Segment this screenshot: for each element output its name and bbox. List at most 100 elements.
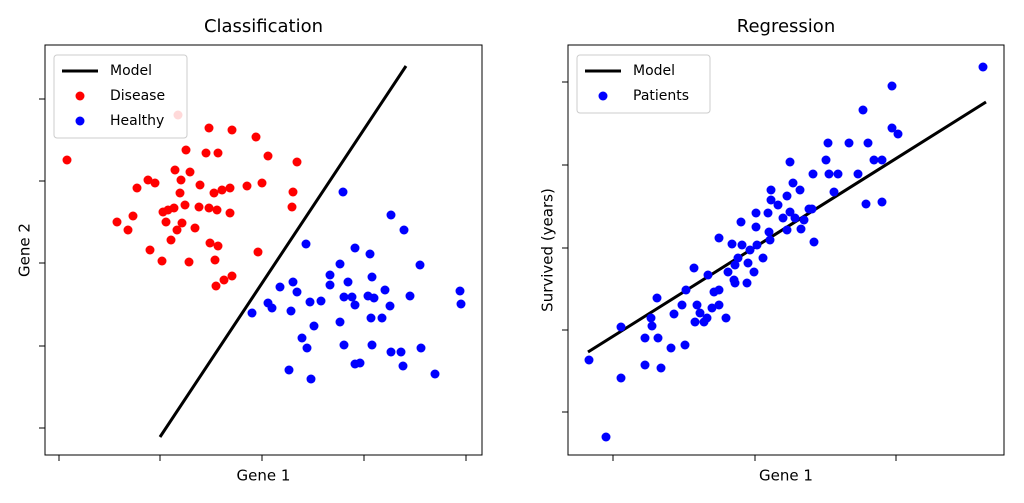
point	[292, 157, 302, 167]
point	[646, 313, 656, 323]
legend-marker	[598, 91, 608, 101]
point	[150, 178, 160, 188]
point	[699, 317, 709, 327]
legend-label: Model	[633, 63, 675, 79]
point	[209, 188, 219, 198]
x-axis-label: Gene 1	[237, 467, 291, 485]
point	[853, 169, 863, 179]
point	[877, 155, 887, 165]
point	[751, 208, 761, 218]
point	[978, 62, 988, 72]
point	[166, 235, 176, 245]
point	[730, 260, 740, 270]
point	[681, 285, 691, 295]
legend-label: Model	[110, 63, 152, 79]
point	[833, 169, 843, 179]
point	[287, 202, 297, 212]
point	[194, 202, 204, 212]
axes-frame	[44, 44, 483, 456]
point	[212, 205, 222, 215]
point	[181, 145, 191, 155]
point	[809, 237, 819, 247]
point	[367, 340, 377, 350]
point	[656, 363, 666, 373]
point	[253, 247, 263, 257]
point	[284, 365, 294, 375]
subplot: Classification Gene 1 Gene 2	[16, 16, 483, 485]
legend-marker	[75, 91, 85, 101]
chart-title: Classification	[204, 16, 323, 37]
point	[305, 297, 315, 307]
point	[292, 287, 302, 297]
point	[647, 321, 657, 331]
point	[175, 188, 185, 198]
point	[653, 333, 663, 343]
point	[788, 178, 798, 188]
point	[350, 359, 360, 369]
point	[225, 183, 235, 193]
point	[257, 178, 267, 188]
point	[808, 169, 818, 179]
point	[145, 245, 155, 255]
y-axis-label: Survived (years)	[539, 188, 557, 312]
point	[325, 270, 335, 280]
point	[751, 222, 761, 232]
point	[367, 272, 377, 282]
point	[185, 167, 195, 177]
legend-marker	[75, 116, 85, 126]
point	[275, 282, 285, 292]
point	[861, 199, 871, 209]
point	[377, 313, 387, 323]
point	[766, 185, 776, 195]
point	[247, 308, 257, 318]
point	[785, 207, 795, 217]
point	[677, 300, 687, 310]
point	[169, 203, 179, 213]
point	[177, 218, 187, 228]
point	[204, 123, 214, 133]
point	[616, 322, 626, 332]
point	[863, 138, 873, 148]
point	[132, 183, 142, 193]
point	[844, 138, 854, 148]
point	[714, 285, 724, 295]
point	[380, 285, 390, 295]
point	[143, 175, 153, 185]
point	[721, 313, 731, 323]
point	[807, 204, 817, 214]
point	[205, 238, 215, 248]
point	[456, 299, 466, 309]
point	[161, 217, 171, 227]
point	[430, 369, 440, 379]
point	[752, 240, 762, 250]
point	[773, 200, 783, 210]
point	[128, 211, 138, 221]
point	[669, 309, 679, 319]
point	[690, 317, 700, 327]
point	[386, 210, 396, 220]
model-line	[158, 65, 408, 438]
point	[213, 241, 223, 251]
x-axis-label: Gene 1	[759, 467, 813, 485]
point	[227, 125, 237, 135]
point	[62, 155, 72, 165]
point	[297, 333, 307, 343]
point	[640, 360, 650, 370]
point	[309, 321, 319, 331]
point	[695, 308, 705, 318]
point	[288, 187, 298, 197]
point	[386, 347, 396, 357]
point	[782, 191, 792, 201]
point	[601, 432, 611, 442]
legend-label: Patients	[633, 88, 689, 104]
point	[301, 239, 311, 249]
y-axis-label: Gene 2	[16, 223, 34, 277]
point	[764, 227, 774, 237]
point	[405, 291, 415, 301]
point	[302, 343, 312, 353]
point	[778, 213, 788, 223]
legend: Model Patients	[576, 54, 711, 114]
point	[157, 256, 167, 266]
point	[714, 233, 724, 243]
